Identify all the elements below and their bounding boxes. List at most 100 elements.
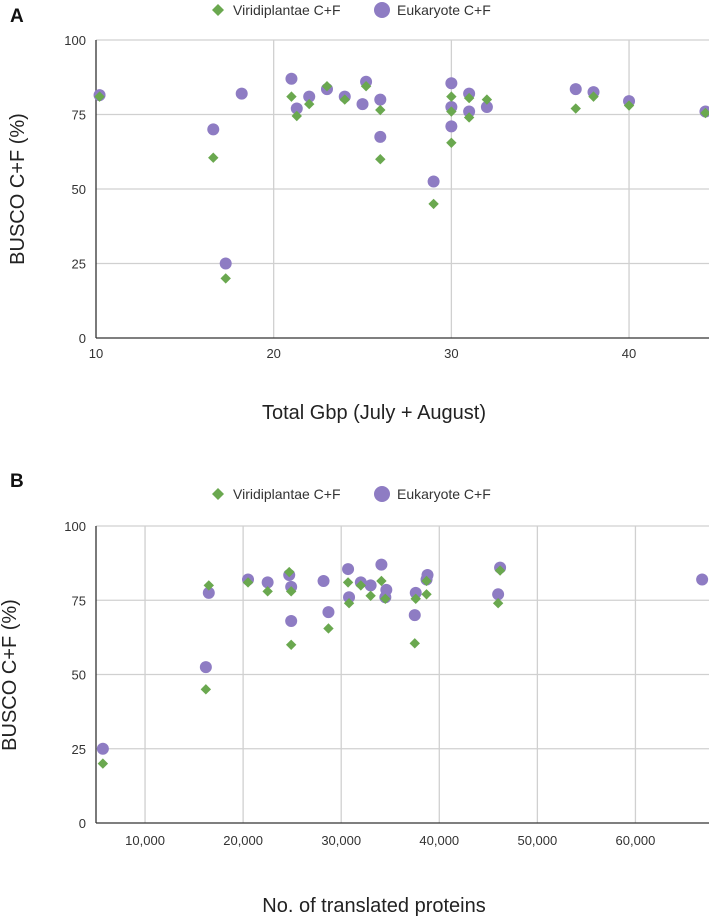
viridiplantae-point	[284, 566, 295, 578]
viridiplantae-point	[410, 593, 421, 604]
viridiplantae-point	[304, 98, 315, 110]
eukaryote-point	[235, 87, 248, 100]
viridiplantae-point	[285, 639, 297, 650]
viridiplantae-point	[700, 107, 709, 119]
viridiplantae-point	[97, 758, 109, 769]
eukaryote-point	[696, 573, 709, 586]
viridiplantae-point	[375, 154, 386, 165]
eukaryote-point	[199, 661, 212, 674]
viridiplantae-point	[421, 589, 432, 600]
viridiplantae-point	[242, 577, 254, 588]
viridiplantae-point	[343, 598, 355, 609]
eukaryote-point	[380, 583, 393, 596]
eukaryote-point	[463, 105, 476, 118]
y-tick-label: 75	[72, 593, 86, 608]
eukaryote-point	[342, 563, 355, 576]
eukaryote-point	[207, 123, 220, 136]
eukaryote-point	[375, 558, 388, 571]
eukaryote-point	[290, 102, 303, 115]
x-tick-label: 40	[622, 346, 636, 361]
x-tick-label: 30,000	[321, 833, 361, 848]
panel-a-chart: A Viridiplantae C+F Eukaryote C+F 0 25 50 75…	[7, 2, 709, 424]
panel-a-letter: A	[10, 6, 24, 27]
panel-b-data-points	[96, 558, 709, 769]
eukaryote-point	[202, 586, 215, 599]
panel-b-letter: B	[10, 471, 24, 492]
y-tick-label: 25	[72, 257, 86, 272]
viridiplantae-point	[355, 580, 367, 591]
viridiplantae-point	[446, 91, 457, 102]
eukaryote-point	[374, 93, 387, 106]
viridiplantae-point	[428, 198, 439, 210]
x-tick-label: 10,000	[125, 833, 165, 848]
viridiplantae-point	[380, 593, 391, 604]
y-tick-label: 0	[79, 331, 86, 346]
viridiplantae-point	[492, 598, 504, 609]
viridiplantae-point	[463, 112, 475, 123]
panel-a-legend: Viridiplantae C+F Eukaryote C+F	[212, 2, 491, 18]
x-tick-label: 10	[89, 346, 103, 361]
viridiplantae-point	[421, 575, 432, 587]
viridiplantae-point	[262, 586, 273, 597]
viridiplantae-point	[376, 575, 387, 587]
eukaryote-point	[492, 588, 505, 601]
legend-viridiplantae-marker	[212, 488, 224, 500]
viridiplantae-point	[323, 623, 334, 634]
x-tick-label: 30	[444, 346, 458, 361]
eukaryote-point	[427, 175, 440, 188]
legend-viridiplantae-marker	[212, 4, 224, 16]
viridiplantae-point	[463, 92, 475, 104]
viridiplantae-point	[286, 91, 297, 102]
viridiplantae-point	[339, 94, 350, 105]
eukaryote-point	[303, 90, 316, 103]
viridiplantae-point	[570, 103, 581, 114]
viridiplantae-point	[203, 580, 214, 591]
legend-eukaryote-marker	[374, 2, 390, 18]
x-tick-label: 20,000	[223, 833, 263, 848]
legend-viridiplantae-label: Viridiplantae C+F	[233, 486, 341, 502]
x-tick-label: 50,000	[517, 833, 557, 848]
legend-eukaryote-marker	[374, 486, 390, 502]
panel-a-data-points	[93, 72, 709, 284]
viridiplantae-point	[375, 104, 386, 116]
viridiplantae-point	[220, 273, 231, 284]
y-tick-label: 25	[72, 742, 86, 757]
viridiplantae-point	[494, 565, 506, 576]
viridiplantae-point	[342, 577, 354, 588]
panel-a-y-axis-label: BUSCO C+F (%)	[7, 113, 29, 265]
eukaryote-point	[285, 72, 298, 85]
eukaryote-point	[480, 101, 493, 114]
eukaryote-point	[343, 591, 356, 604]
panel-a-x-axis-label: Total Gbp (July + August)	[262, 402, 486, 424]
eukaryote-point	[96, 742, 109, 755]
eukaryote-point	[322, 606, 335, 619]
eukaryote-point	[219, 257, 232, 270]
eukaryote-point	[445, 120, 458, 133]
eukaryote-point	[409, 586, 422, 599]
panel-a-gridlines	[95, 39, 709, 339]
viridiplantae-point	[365, 590, 376, 601]
eukaryote-point	[445, 77, 458, 90]
y-tick-label: 75	[72, 108, 86, 123]
legend-viridiplantae-label: Viridiplantae C+F	[233, 2, 341, 18]
eukaryote-point	[408, 609, 421, 622]
y-tick-label: 100	[64, 33, 86, 48]
viridiplantae-point	[588, 91, 599, 102]
eukaryote-point	[569, 83, 582, 96]
viridiplantae-point	[94, 91, 105, 102]
y-tick-label: 50	[72, 182, 86, 197]
x-tick-label: 60,000	[616, 833, 656, 848]
panel-b-x-axis-label: No. of translated proteins	[262, 895, 485, 917]
panel-b-chart: B Viridiplantae C+F Eukaryote C+F 0 25 50 75…	[0, 471, 709, 917]
eukaryote-point	[374, 130, 387, 143]
eukaryote-point	[356, 98, 369, 111]
panel-b-y-axis-label: BUSCO C+F (%)	[0, 599, 21, 751]
eukaryote-point	[364, 579, 377, 592]
viridiplantae-point	[446, 137, 457, 149]
viridiplantae-point	[285, 586, 297, 597]
eukaryote-point	[261, 576, 274, 589]
viridiplantae-point	[409, 638, 420, 649]
x-tick-label: 20	[266, 346, 280, 361]
eukaryote-point	[317, 574, 330, 587]
